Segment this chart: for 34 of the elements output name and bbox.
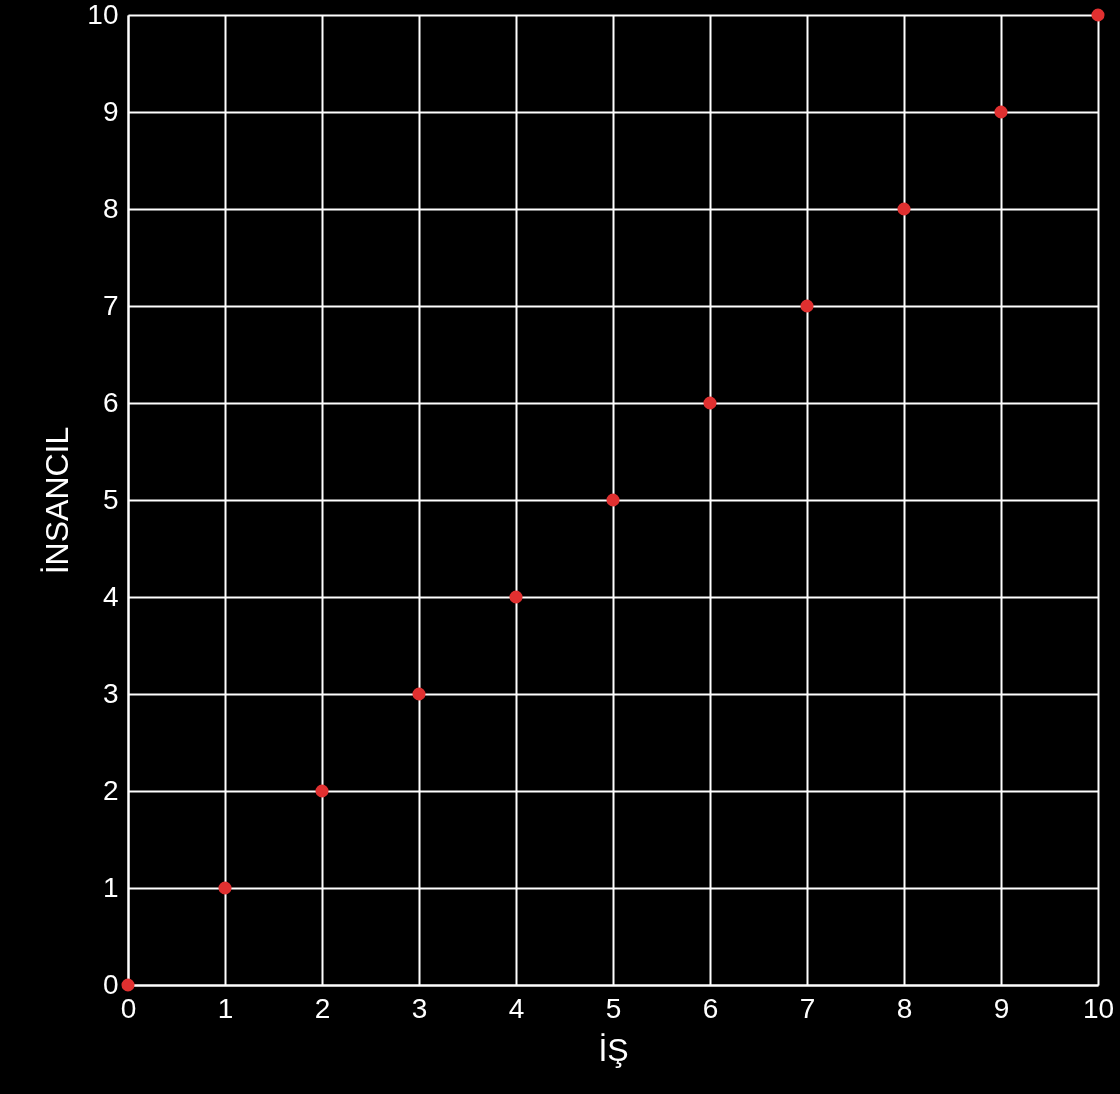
y-tick-label: 5: [102, 483, 119, 515]
point: [800, 299, 814, 313]
x-tick-label: 8: [896, 992, 913, 1024]
point: [994, 105, 1008, 119]
x-tick-label: 9: [993, 992, 1010, 1024]
y-tick-label: 6: [102, 386, 119, 418]
point: [412, 687, 426, 701]
point: [703, 396, 717, 410]
x-tick-label: 5: [605, 992, 622, 1024]
y-tick-label: 0: [102, 968, 119, 1000]
y-tick-label: 2: [102, 774, 119, 806]
y-tick-label: 1: [102, 871, 119, 903]
point: [509, 590, 523, 604]
y-tick-label: 3: [102, 677, 119, 709]
x-axis-title: İŞ: [598, 1031, 629, 1068]
point: [218, 881, 232, 895]
x-tick-label: 6: [702, 992, 719, 1024]
x-tick-label: 1: [217, 992, 234, 1024]
x-tick-label: 7: [799, 992, 816, 1024]
point: [1091, 8, 1105, 22]
y-tick-label: 7: [102, 289, 119, 321]
x-tick-label: 10: [1082, 992, 1115, 1024]
y-tick-label: 8: [102, 192, 119, 224]
point: [121, 978, 135, 992]
point: [606, 493, 620, 507]
y-tick-label: 10: [87, 0, 119, 30]
point: [897, 202, 911, 216]
y-tick-label: 9: [102, 95, 119, 127]
point: [315, 784, 329, 798]
x-tick-label: 3: [411, 992, 428, 1024]
x-tick-label: 2: [314, 992, 331, 1024]
x-tick-label: 4: [508, 992, 525, 1024]
y-tick-label: 4: [102, 580, 119, 612]
y-axis-title: İNSANCIL: [39, 426, 76, 575]
